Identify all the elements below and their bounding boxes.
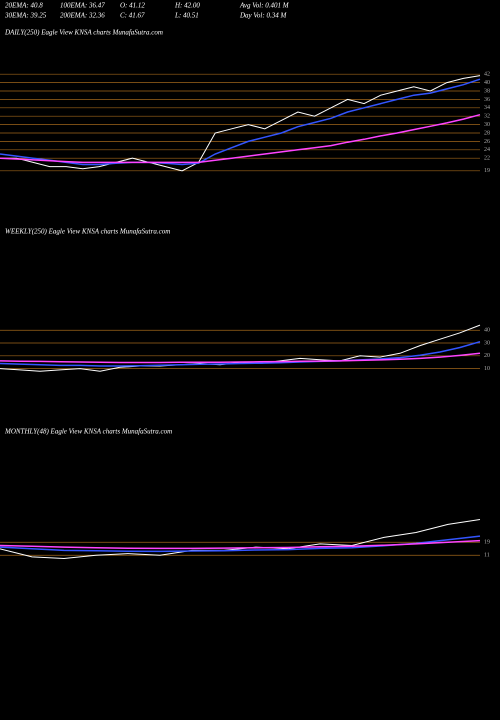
y-tick-label: 32 xyxy=(484,114,490,120)
y-tick-label: 40 xyxy=(484,328,490,334)
header-stat: 100EMA: 36.47 xyxy=(60,2,105,10)
header-stat: 30EMA: 39.25 xyxy=(4,12,47,20)
y-tick-label: 22 xyxy=(484,156,490,162)
y-tick-label: 26 xyxy=(484,139,490,145)
y-tick-label: 19 xyxy=(484,540,490,546)
header-stat: Day Vol: 0.34 M xyxy=(239,12,287,20)
price-line xyxy=(0,519,481,560)
panel-title: MONTHLY(48) Eagle View KNSA charts Munaf… xyxy=(4,428,172,436)
y-tick-label: 38 xyxy=(484,88,490,94)
header-stat: Avg Vol: 0.401 M xyxy=(239,2,290,10)
y-tick-label: 10 xyxy=(484,366,490,372)
header-stat: C: 41.67 xyxy=(120,12,145,20)
header-stat: 20EMA: 40.8 xyxy=(5,2,43,10)
header-stat: L: 40.51 xyxy=(174,12,199,20)
y-tick-label: 24 xyxy=(484,147,490,153)
y-tick-label: 36 xyxy=(484,97,490,103)
y-tick-label: 11 xyxy=(484,553,490,559)
header-stat: O: 41.12 xyxy=(120,2,145,10)
price-line xyxy=(0,352,481,364)
y-tick-label: 34 xyxy=(484,105,490,111)
price-line xyxy=(0,324,481,372)
price-line xyxy=(0,113,481,164)
y-tick-label: 28 xyxy=(484,130,490,136)
y-tick-label: 40 xyxy=(484,80,490,86)
y-tick-label: 20 xyxy=(484,353,490,359)
price-line xyxy=(0,340,481,367)
y-tick-label: 30 xyxy=(484,122,490,128)
header-stat: 200EMA: 32.36 xyxy=(60,12,105,20)
header-stat: H: 42.00 xyxy=(174,2,200,10)
panel-title: WEEKLY(250) Eagle View KNSA charts Munaf… xyxy=(5,228,170,236)
y-tick-label: 42 xyxy=(484,72,490,78)
y-tick-label: 30 xyxy=(484,340,490,346)
panel-title: DAILY(250) Eagle View KNSA charts Munafa… xyxy=(4,29,163,37)
price-line xyxy=(0,539,481,550)
price-line xyxy=(0,78,481,166)
price-line xyxy=(0,75,481,172)
y-tick-label: 19 xyxy=(484,168,490,174)
